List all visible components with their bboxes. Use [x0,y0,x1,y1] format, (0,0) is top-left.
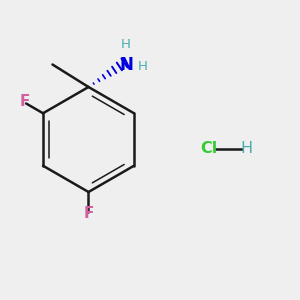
Text: N: N [119,56,133,74]
Text: H: H [138,59,147,73]
Text: F: F [20,94,30,110]
Text: H: H [240,141,252,156]
Text: Cl: Cl [200,141,217,156]
Text: H: H [121,38,131,52]
Text: F: F [83,206,94,220]
